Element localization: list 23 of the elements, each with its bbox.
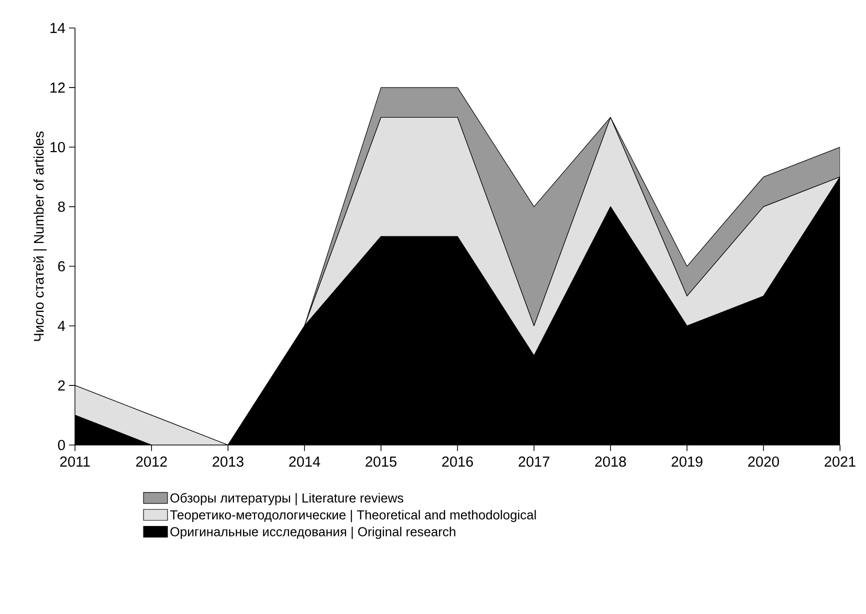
- y-tick-label: 12: [50, 82, 65, 93]
- x-tick-label: 2013: [212, 456, 244, 467]
- y-tick-label: 4: [58, 320, 66, 331]
- legend-label: Обзоры литературы | Literature reviews: [170, 492, 404, 506]
- y-tick-label: 10: [50, 142, 65, 152]
- x-tick-label: 2011: [60, 456, 90, 467]
- x-tick-label: 2014: [289, 456, 320, 467]
- x-tick-label: 2015: [366, 456, 396, 467]
- y-tick-label: 8: [58, 202, 65, 212]
- y-tick-label: 0: [58, 440, 65, 450]
- y-tick-label: 14: [50, 23, 66, 33]
- legend-label: Теоретико-методологические | Theoretical and methodological: [170, 510, 536, 522]
- legend-label: Оригинальные исследования | Original research: [170, 526, 456, 539]
- y-axis-title: Число статей | Number of articles: [33, 132, 47, 341]
- x-tick-label: 2017: [518, 456, 550, 467]
- x-tick-label: 2016: [442, 456, 473, 467]
- x-tick-label: 2012: [136, 456, 167, 467]
- x-tick-label: 2020: [748, 456, 780, 467]
- x-tick-label: 2018: [595, 456, 626, 467]
- y-tick-label: 2: [58, 380, 65, 390]
- x-tick-label: 2021: [824, 456, 856, 467]
- y-tick-label: 6: [58, 261, 65, 272]
- x-tick-label: 2019: [672, 456, 702, 467]
